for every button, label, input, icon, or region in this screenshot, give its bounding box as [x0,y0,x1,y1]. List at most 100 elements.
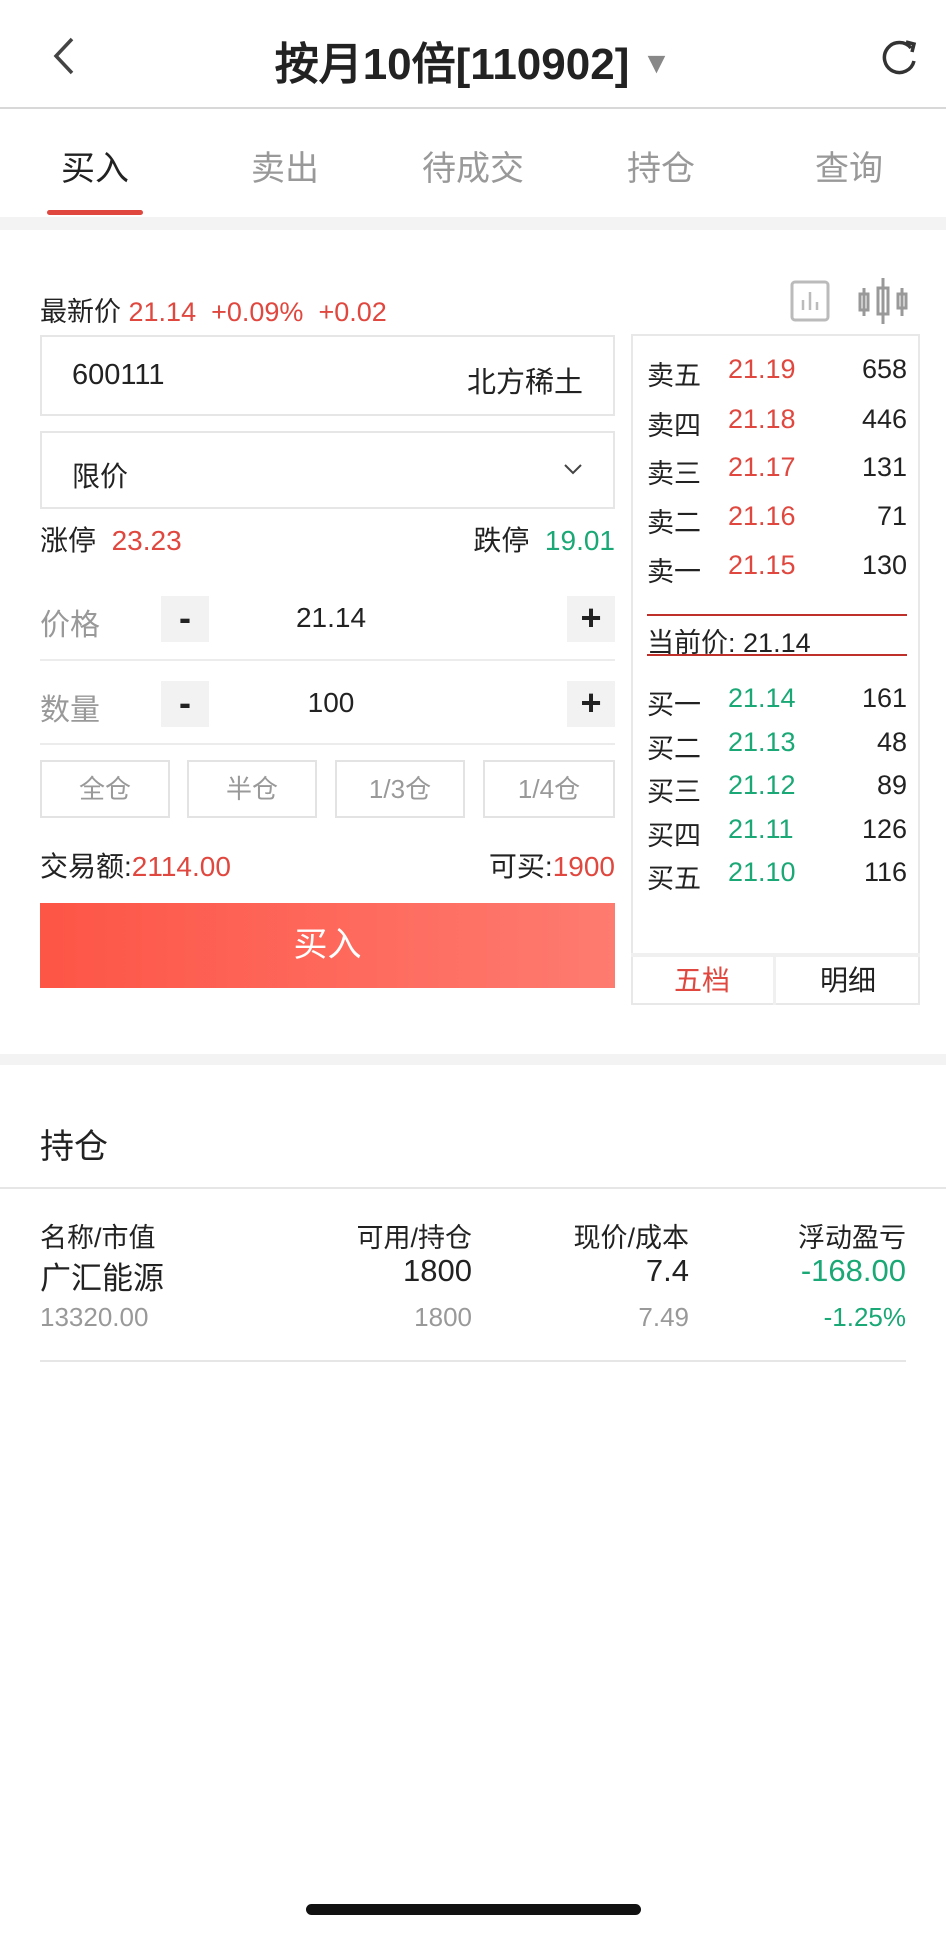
limit-down-label: 跌停 [473,525,530,556]
level-price: 21.17 [728,452,796,482]
bid-row[interactable]: 买五 21.10 116 [647,857,907,894]
quantity-label: 数量 [40,694,100,727]
stock-code: 600111 [72,359,165,391]
ask-row[interactable]: 卖五 21.19 658 [647,354,907,391]
level-price: 21.18 [728,404,796,434]
quarter-position-button[interactable]: 1/4仓 [483,760,615,818]
candlestick-icon[interactable] [856,276,910,326]
change-percent: +0.09% [211,297,304,327]
level-label: 买二 [647,734,701,764]
buyable: 可买:1900 [489,845,615,885]
order-type-select[interactable]: 限价 [40,431,615,509]
quantity-input[interactable]: 100 [307,687,355,718]
refresh-icon[interactable] [878,36,920,78]
current-price-label: 当前价: [647,628,736,658]
holdings-title: 持仓 [40,1128,108,1166]
level-volume: 658 [861,354,907,384]
level-label: 买一 [647,690,701,720]
quote-line: 最新价 21.14 +0.09% +0.02 [40,290,387,329]
tab-details[interactable]: 明细 [819,965,876,996]
bid-row[interactable]: 买四 21.11 126 [647,814,907,851]
divider [0,217,946,230]
level-label: 卖三 [647,459,701,489]
level-label: 卖二 [647,508,701,538]
level-label: 卖四 [647,411,701,441]
column-header-price: 现价/成本 [573,1223,689,1253]
limit-up-label: 涨停 [40,525,97,556]
holding-name: 广汇能源 [40,1261,164,1296]
bid-row[interactable]: 买三 21.12 89 [647,770,907,807]
limit-down-value: 19.01 [544,525,615,556]
level-price: 21.15 [728,550,796,580]
last-price: 21.14 [128,297,197,327]
divider [647,654,907,656]
tab-buy[interactable]: 买入 [61,150,129,188]
level-price: 21.11 [728,814,794,844]
quantity-plus-button[interactable]: + [567,681,615,727]
column-header-pnl: 浮动盈亏 [798,1223,906,1253]
level-volume: 130 [861,550,907,580]
ask-row[interactable]: 卖三 21.17 131 [647,452,907,489]
buyable-label: 可买: [488,851,553,882]
tab-positions[interactable]: 持仓 [627,150,695,188]
trade-amount: 交易额:2114.00 [40,845,231,885]
level-volume: 131 [861,452,907,482]
column-header-available: 可用/持仓 [356,1223,472,1253]
bid-row[interactable]: 买一 21.14 161 [647,683,907,720]
ask-row[interactable]: 卖四 21.18 446 [647,404,907,441]
bid-row[interactable]: 买二 21.13 48 [647,727,907,764]
level-price: 21.14 [728,683,796,713]
level-price: 21.10 [728,857,796,887]
level-label: 卖五 [647,361,701,391]
home-indicator[interactable] [306,1904,641,1915]
divider [647,614,907,616]
third-position-button[interactable]: 1/3仓 [335,760,465,818]
triangle-down-icon[interactable]: ▼ [641,47,672,80]
tab-pending[interactable]: 待成交 [422,150,524,188]
holding-available: 1800 [403,1253,472,1288]
tab-query[interactable]: 查询 [815,150,883,188]
column-header-name: 名称/市值 [40,1223,156,1253]
limit-up: 涨停 23.23 [40,519,182,559]
tab-sell[interactable]: 卖出 [251,150,319,188]
ask-row[interactable]: 卖一 21.15 130 [647,550,907,587]
tab-bar: 买入 卖出 待成交 持仓 查询 [0,111,946,217]
order-type-value: 限价 [72,461,129,492]
page-title[interactable]: 按月10倍[110902] ▼ [0,28,946,92]
divider [0,1187,946,1189]
tab-five-levels[interactable]: 五档 [631,957,776,1005]
buyable-value: 1900 [552,851,615,882]
ask-row[interactable]: 卖二 21.16 71 [647,501,907,538]
limit-up-value: 23.23 [111,525,182,556]
buy-button[interactable]: 买入 [40,903,615,988]
change-amount: +0.02 [318,297,387,327]
level-label: 买四 [647,821,701,851]
level-label: 买五 [647,864,701,894]
quantity-minus-button[interactable]: - [161,681,209,727]
holding-pnl: -168.00 [800,1253,906,1288]
account-title: 按月10倍[110902] [274,40,630,89]
level-price: 21.19 [728,354,796,384]
bar-chart-icon[interactable] [790,280,830,322]
divider [0,1054,946,1065]
stock-name: 北方稀土 [466,367,583,399]
price-input[interactable]: 21.14 [295,602,367,633]
holding-price: 7.4 [645,1253,689,1288]
holding-market-value: 13320.00 [40,1302,149,1332]
current-price-value: 21.14 [743,628,811,658]
holding-pnl-percent: -1.25% [823,1302,906,1332]
holding-position: 1800 [414,1302,472,1332]
holding-cost: 7.49 [638,1302,689,1332]
level-volume: 116 [863,857,907,887]
chevron-left-icon[interactable] [48,36,78,76]
price-minus-button[interactable]: - [161,596,209,642]
level-label: 买三 [647,777,701,807]
stock-input[interactable]: 600111 北方稀土 [40,335,615,416]
level-volume: 71 [876,501,907,531]
price-label: 价格 [40,609,100,642]
quantity-stepper: 数量 - 100 + [40,665,615,745]
level-volume: 126 [861,814,907,844]
half-position-button[interactable]: 半仓 [187,760,317,818]
full-position-button[interactable]: 全仓 [40,760,170,818]
price-plus-button[interactable]: + [567,596,615,642]
